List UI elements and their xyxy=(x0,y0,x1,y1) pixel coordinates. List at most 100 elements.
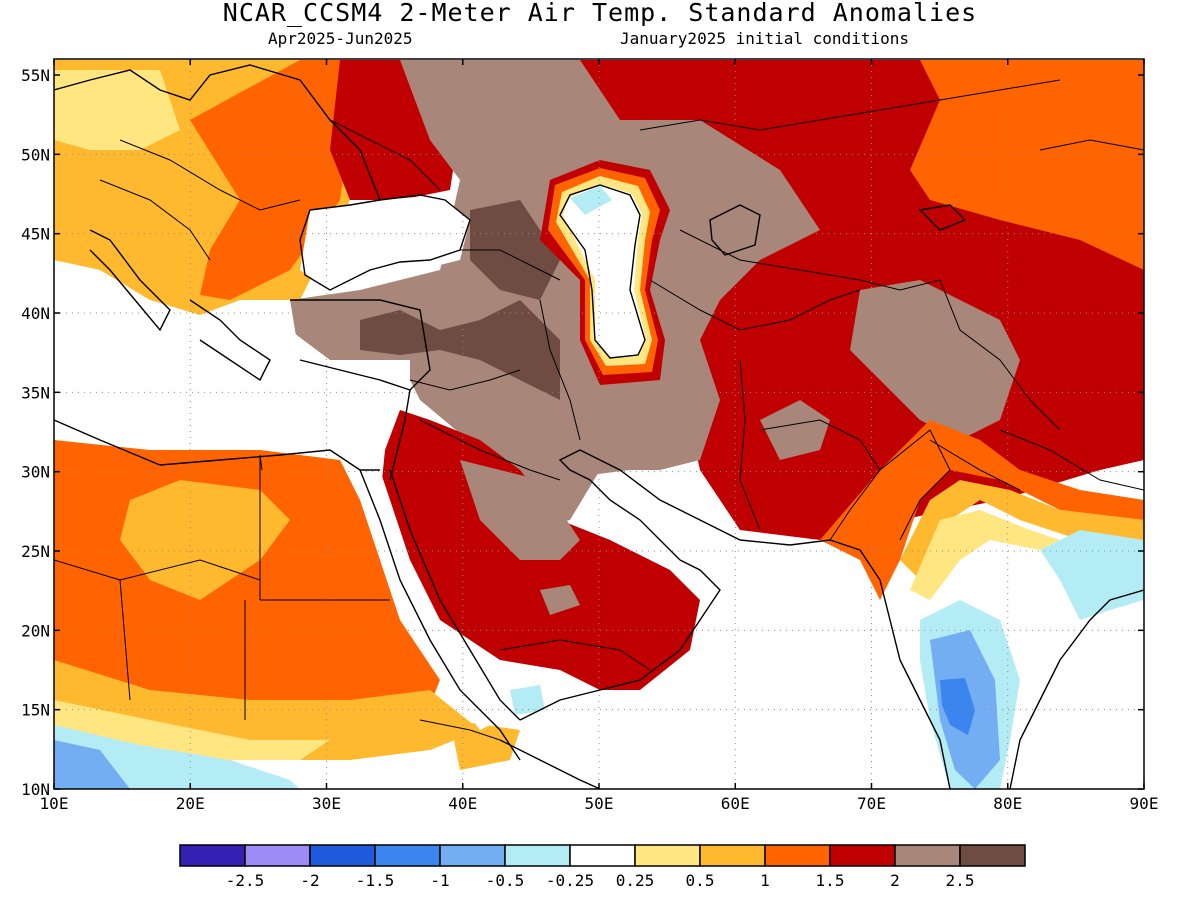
anomaly-region-caucasus xyxy=(290,60,820,530)
coast-black-sea xyxy=(299,194,471,291)
coast-somalia xyxy=(499,739,601,789)
colorbar-label: 0.5 xyxy=(686,871,715,890)
coast-india-east xyxy=(1009,589,1144,789)
border-iran-iraq xyxy=(539,299,581,441)
lat-label: 55N xyxy=(21,66,50,85)
initial-conditions: January2025 initial conditions xyxy=(620,29,909,48)
lat-label: 15N xyxy=(21,701,50,720)
lat-label: 45N xyxy=(21,225,50,244)
anomaly-region-gulf-brown xyxy=(580,440,630,475)
anomaly-region-europe-light xyxy=(54,70,180,150)
border-algeria-niger xyxy=(54,559,131,701)
coast-lake-balkhash xyxy=(918,204,967,231)
anomaly-region-horn-cool xyxy=(510,685,545,715)
black-sea xyxy=(300,195,470,290)
border-caucasus xyxy=(460,249,561,281)
border-kazakh-south xyxy=(679,229,941,291)
lat-label: 50N xyxy=(21,145,50,164)
colorbar-swatch xyxy=(374,844,441,867)
anomaly-region-africa-blue xyxy=(54,740,130,789)
border-kazakh-russia xyxy=(639,79,1061,131)
border-egypt-libya-top xyxy=(259,454,263,471)
border-mongolia xyxy=(1039,139,1144,151)
lat-label: 20N xyxy=(21,621,50,640)
coastlines xyxy=(54,64,1144,789)
colorbar-swatch xyxy=(829,844,896,867)
border-niger-libya xyxy=(119,559,261,581)
border-europe-west xyxy=(99,179,211,261)
coast-red-sea-east xyxy=(389,469,521,721)
lat-label: 30N xyxy=(21,463,50,482)
red-sea xyxy=(360,470,500,730)
caspian-cool xyxy=(570,186,612,215)
coast-iran-south xyxy=(739,539,861,551)
coast-levant xyxy=(389,389,411,481)
border-iran-afghan xyxy=(739,359,761,531)
colorbar-label: 1 xyxy=(760,871,770,890)
border-ethiopia xyxy=(419,719,501,741)
lat-label: 10N xyxy=(21,780,50,799)
colorbar-swatch xyxy=(959,844,1026,867)
colorbar-label: -0.5 xyxy=(486,871,525,890)
colorbar-label: 0.25 xyxy=(616,871,655,890)
colorbar-label: -1 xyxy=(430,871,449,890)
map-title: NCAR_CCSM4 2-Meter Air Temp. Standard An… xyxy=(222,0,978,27)
anomaly-region-india-light xyxy=(900,480,1144,580)
forecast-period: Apr2025-Jun2025 xyxy=(268,29,413,48)
country-borders xyxy=(54,79,1144,741)
anomaly-region-balkans xyxy=(190,60,360,300)
anomaly-region-afghan xyxy=(760,400,830,460)
lon-label: 10E xyxy=(40,794,69,813)
lon-label: 40E xyxy=(448,794,477,813)
border-europe-mid xyxy=(119,139,301,211)
coast-arabia-south xyxy=(519,559,721,721)
border-india-nepal xyxy=(929,439,1021,491)
lat-label: 25N xyxy=(21,542,50,561)
mediterranean xyxy=(54,300,410,460)
anomaly-region-pamir xyxy=(850,280,1020,440)
longitude-labels: 10E 20E 30E 40E 50E 60E 70E 80E 90E xyxy=(40,59,1159,813)
coast-turkey xyxy=(290,299,431,391)
caspian-sea xyxy=(563,184,646,358)
anomaly-region-kazakh xyxy=(960,325,995,348)
coast-caspian xyxy=(559,184,646,359)
colorbar-swatch xyxy=(244,844,311,867)
anomaly-region-sahel-light xyxy=(54,700,330,760)
coast-persian-gulf xyxy=(558,449,741,561)
anomaly-region-pakistan xyxy=(820,420,1144,600)
anomaly-region-arabia-brown xyxy=(460,460,580,560)
colorbar-swatch xyxy=(504,844,571,867)
anomaly-region-sahara-light xyxy=(120,480,290,600)
coast-india-west xyxy=(859,549,951,789)
coast-aral xyxy=(709,204,761,256)
border-ukraine-russia xyxy=(329,119,441,191)
colorbar-swatch xyxy=(569,844,636,867)
anomaly-region-turkey-max xyxy=(360,300,560,400)
latitude-labels: 55N 50N 45N 40N 35N 30N 25N 20N 15N 10N xyxy=(21,66,1144,799)
coast-italy xyxy=(89,229,171,332)
colorbar-swatch xyxy=(634,844,701,867)
colorbar-label: -0.25 xyxy=(546,871,594,890)
colorbar-label: -1.5 xyxy=(356,871,395,890)
lon-label: 20E xyxy=(176,794,205,813)
lon-label: 50E xyxy=(585,794,614,813)
colorbar-label: -2.5 xyxy=(226,871,265,890)
colorbar-swatch xyxy=(309,844,376,867)
border-china-west xyxy=(939,279,1061,431)
border-iraq-syria xyxy=(409,369,521,391)
anomaly-region-siberia-orange xyxy=(910,60,1144,270)
lon-label: 60E xyxy=(721,794,750,813)
anomaly-region-india-yellow xyxy=(910,510,1060,600)
lon-label: 70E xyxy=(857,794,886,813)
coast-red-sea-west xyxy=(359,469,521,761)
colorbar-label: 1.5 xyxy=(816,871,845,890)
anomaly-region-oman-brown xyxy=(540,585,580,615)
lat-label: 35N xyxy=(21,383,50,402)
coast-europe xyxy=(54,64,381,201)
colorbar-label: -2 xyxy=(300,871,319,890)
lon-label: 90E xyxy=(1130,794,1159,813)
colorbar-label: 2 xyxy=(890,871,900,890)
coast-africa-north xyxy=(54,419,380,471)
border-himalaya xyxy=(999,429,1144,491)
